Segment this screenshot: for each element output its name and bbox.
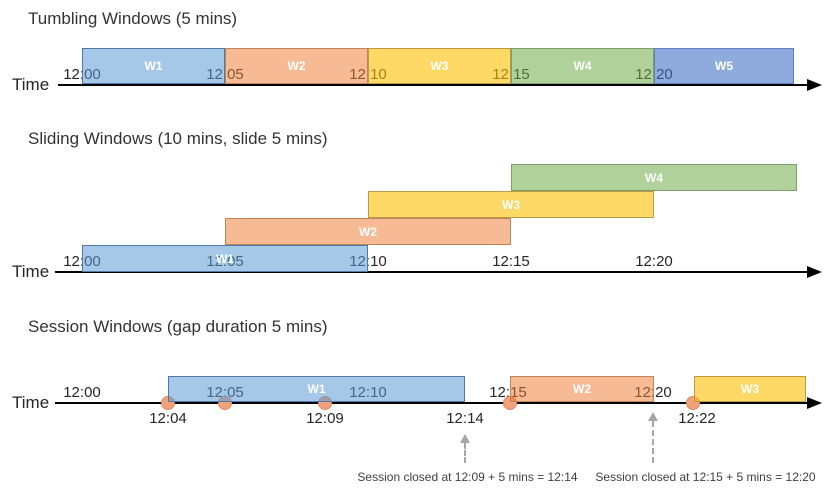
window-label: W3 xyxy=(430,59,449,73)
tumbling-axis-arrow-icon xyxy=(807,79,822,91)
window-box: W4 xyxy=(511,164,797,191)
dashed-up-arrow-icon xyxy=(460,434,470,443)
window-label: W1 xyxy=(216,252,234,266)
session-axis-arrow-icon xyxy=(807,397,822,409)
tumbling-axis-label: Time xyxy=(12,75,50,94)
window-box: W3 xyxy=(368,191,654,218)
session-axis-label: Time xyxy=(12,393,50,412)
session-title: Session Windows (gap duration 5 mins) xyxy=(28,317,328,336)
dashed-arrow-line xyxy=(652,421,654,463)
window-label: W2 xyxy=(287,59,306,73)
window-box: W2 xyxy=(225,48,368,84)
session-axis xyxy=(55,402,808,404)
sliding-title: Sliding Windows (10 mins, slide 5 mins) xyxy=(28,129,328,148)
session-close-annotation: Session closed at 12:15 + 5 mins = 12:20 xyxy=(595,470,816,484)
tumbling-title: Tumbling Windows (5 mins) xyxy=(28,9,238,28)
dashed-arrow-line xyxy=(464,443,466,463)
window-label: W2 xyxy=(573,382,591,396)
window-box: W2 xyxy=(510,376,654,402)
window-label: W1 xyxy=(144,59,163,73)
session-close-annotation: Session closed at 12:09 + 5 mins = 12:14 xyxy=(357,470,578,484)
window-label: W3 xyxy=(741,382,759,396)
window-box: W1 xyxy=(82,48,225,84)
window-label: W1 xyxy=(307,382,326,396)
tick-label: 12:20 xyxy=(635,253,673,270)
tick-label: 12:15 xyxy=(492,253,530,270)
tumbling-axis xyxy=(58,84,808,86)
event-time-label: 12:14 xyxy=(446,410,484,427)
sliding-axis-label: Time xyxy=(12,262,50,281)
event-time-label: 12:22 xyxy=(678,410,716,427)
sliding-axis-arrow-icon xyxy=(807,266,822,278)
tick-label: 12:00 xyxy=(63,384,101,401)
window-box: W4 xyxy=(511,48,654,84)
sliding-axis xyxy=(55,271,808,273)
window-box: W3 xyxy=(694,376,806,402)
window-box: W1 xyxy=(168,376,465,402)
window-box: W5 xyxy=(654,48,794,84)
window-box: W3 xyxy=(368,48,511,84)
window-label: W5 xyxy=(715,59,733,73)
event-time-label: 12:09 xyxy=(306,410,344,427)
window-label: W4 xyxy=(573,59,592,73)
window-label: W3 xyxy=(502,198,520,212)
window-box: W1 xyxy=(82,245,368,272)
event-time-label: 12:04 xyxy=(149,410,187,427)
window-label: W4 xyxy=(645,171,663,185)
window-label: W2 xyxy=(359,225,377,239)
dashed-up-arrow-icon xyxy=(648,412,658,421)
window-box: W2 xyxy=(225,218,511,245)
